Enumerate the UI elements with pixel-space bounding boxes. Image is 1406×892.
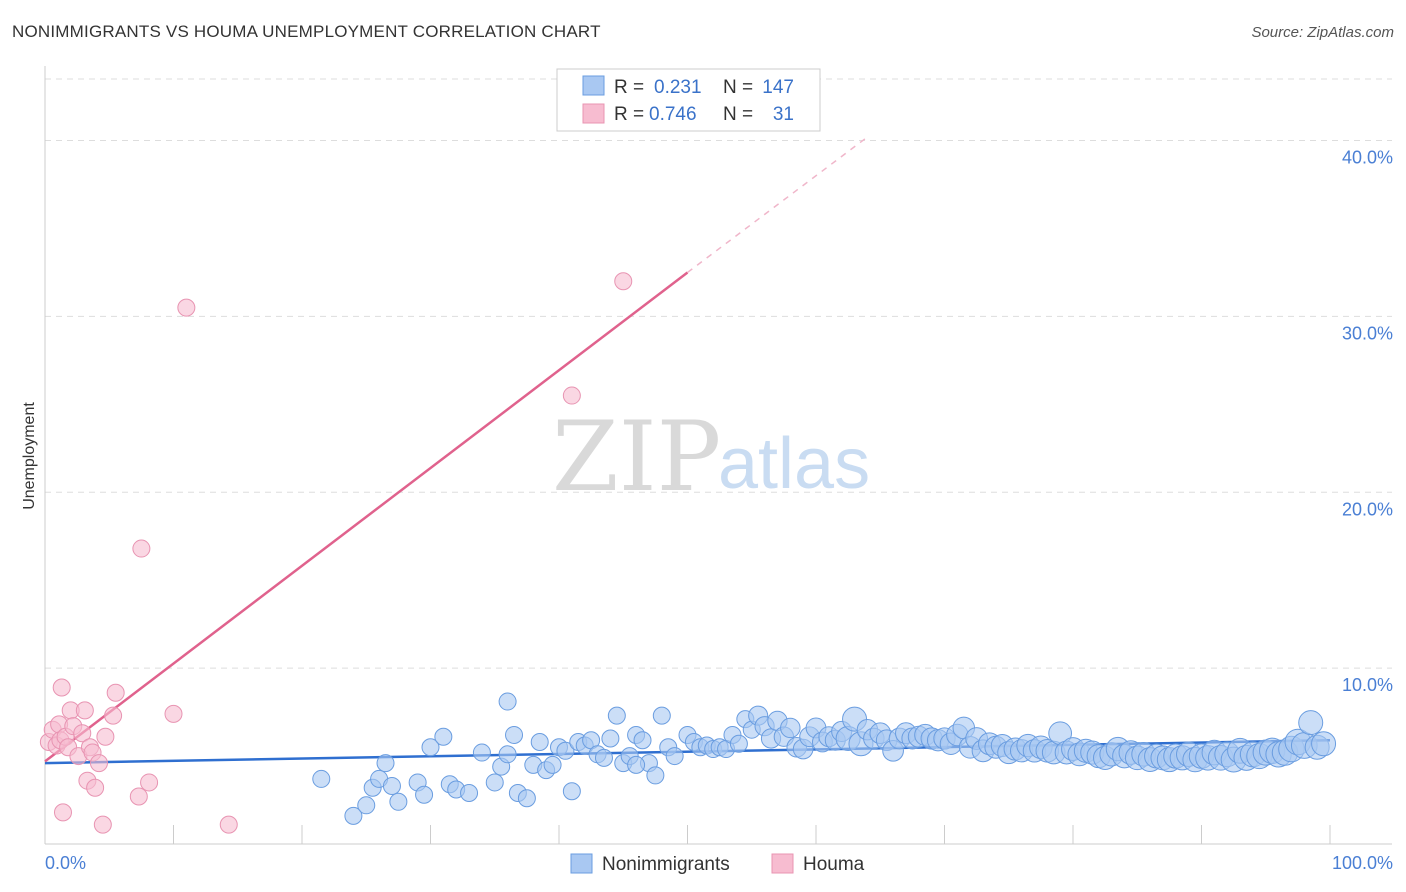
point-houma-5: [52, 678, 71, 697]
point-nonimmigrants-7: [389, 792, 408, 811]
point-nonimmigrants-1: [344, 806, 363, 825]
point-nonimmigrants-142: [1298, 710, 1324, 736]
legend-r-label-2: R =: [614, 104, 644, 125]
legend-n-label-1: N =: [723, 77, 753, 98]
point-houma-22: [106, 683, 125, 702]
point-nonimmigrants-25: [543, 755, 562, 774]
point-nonimmigrants-35: [607, 706, 626, 725]
point-nonimmigrants-44: [665, 747, 684, 766]
point-houma-12: [73, 724, 92, 743]
legend-n-value-2: 31: [773, 104, 794, 125]
y-tick-label-2: 30.0%: [1342, 323, 1393, 343]
x-tick-label-0: 0.0%: [45, 853, 86, 873]
point-houma-6: [53, 803, 72, 822]
watermark-atlas: atlas: [718, 424, 870, 504]
point-nonimmigrants-16: [485, 773, 504, 792]
point-nonimmigrants-34: [601, 729, 620, 748]
y-tick-label-0: 10.0%: [1342, 675, 1393, 695]
point-nonimmigrants-33: [594, 748, 613, 767]
point-nonimmigrants-61: [780, 717, 801, 739]
point-nonimmigrants-145: [498, 745, 517, 764]
legend-r-value-2: 0.746: [649, 104, 697, 125]
series-legend-label-houma: Houma: [803, 854, 865, 875]
point-nonimmigrants-41: [646, 766, 665, 785]
data-points: [39, 272, 1337, 834]
point-houma-29: [562, 386, 581, 405]
watermark-zip: ZIP: [552, 401, 721, 513]
point-nonimmigrants-146: [627, 755, 646, 774]
point-nonimmigrants-5: [376, 754, 395, 773]
legend-swatch-houma: [582, 103, 605, 124]
correlation-legend: R = 0.231 N = 147 R = 0.746 N = 31: [556, 68, 821, 132]
point-nonimmigrants-14: [460, 784, 479, 802]
chart-source: Source: ZipAtlas.com: [1251, 24, 1394, 41]
point-houma-26: [164, 704, 183, 723]
point-nonimmigrants-21: [517, 789, 536, 808]
series-legend-swatch-houma: [771, 853, 794, 874]
point-nonimmigrants-10: [421, 738, 440, 757]
y-tick-label-1: 20.0%: [1342, 499, 1393, 519]
point-houma-23: [129, 787, 148, 806]
point-houma-28: [219, 815, 238, 834]
point-nonimmigrants-2: [357, 796, 376, 815]
legend-swatch-nonimmigrants: [582, 75, 605, 96]
chart-title: NONIMMIGRANTS VS HOUMA UNEMPLOYMENT CORR…: [12, 22, 601, 41]
y-tick-label-3: 40.0%: [1342, 148, 1393, 168]
point-nonimmigrants-9: [415, 785, 434, 804]
x-tick-label-1: 100.0%: [1332, 853, 1393, 873]
point-nonimmigrants-27: [556, 741, 575, 760]
point-houma-24: [132, 539, 151, 558]
point-houma-18: [89, 754, 108, 773]
legend-n-value-1: 147: [762, 77, 794, 98]
point-houma-19: [93, 815, 112, 834]
point-nonimmigrants-0: [312, 769, 331, 788]
point-nonimmigrants-144: [1311, 731, 1337, 757]
series-legend-swatch-nonimmigrants: [570, 853, 593, 874]
point-nonimmigrants-11: [434, 727, 453, 746]
point-houma-20: [96, 727, 115, 746]
point-houma-21: [104, 706, 123, 725]
legend-n-label-2: N =: [723, 104, 753, 125]
trendline-houma: [44, 271, 689, 763]
trendline-houma-extension: [687, 136, 868, 274]
axes: [44, 66, 1392, 845]
tick-labels: 10.0% 20.0% 30.0% 40.0% 0.0% 100.0%: [45, 148, 1393, 873]
point-nonimmigrants-6: [382, 776, 401, 795]
point-nonimmigrants-53: [729, 734, 748, 753]
series-legend-label-nonimmigrants: Nonimmigrants: [602, 854, 730, 875]
point-nonimmigrants-19: [505, 725, 524, 744]
watermark: ZIP atlas: [552, 401, 870, 513]
point-houma-17: [86, 778, 105, 797]
point-nonimmigrants-42: [652, 706, 671, 725]
point-nonimmigrants-15: [472, 743, 491, 762]
point-houma-25: [140, 773, 159, 792]
point-houma-30: [614, 272, 633, 291]
point-nonimmigrants-18: [498, 692, 517, 711]
point-houma-27: [177, 298, 196, 317]
legend-r-label-1: R =: [614, 77, 644, 98]
point-nonimmigrants-23: [530, 733, 549, 751]
y-axis-label: Unemployment: [21, 402, 38, 510]
legend-r-value-1: 0.231: [654, 77, 702, 98]
point-houma-13: [75, 701, 94, 720]
series-legend: Nonimmigrants Houma: [570, 853, 865, 875]
point-nonimmigrants-39: [633, 731, 652, 750]
point-nonimmigrants-28: [562, 782, 581, 801]
gridlines: [45, 78, 1392, 669]
